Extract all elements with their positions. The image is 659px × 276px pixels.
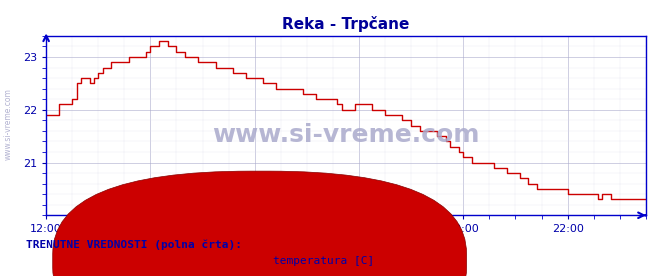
- Title: Reka - Trpčane: Reka - Trpčane: [282, 16, 410, 32]
- Text: TRENUTNE VREDNOSTI (polna črta):: TRENUTNE VREDNOSTI (polna črta):: [26, 240, 243, 250]
- Text: temperatura [C]: temperatura [C]: [273, 256, 375, 266]
- Text: www.si-vreme.com: www.si-vreme.com: [3, 88, 13, 160]
- Text: www.si-vreme.com: www.si-vreme.com: [212, 123, 480, 147]
